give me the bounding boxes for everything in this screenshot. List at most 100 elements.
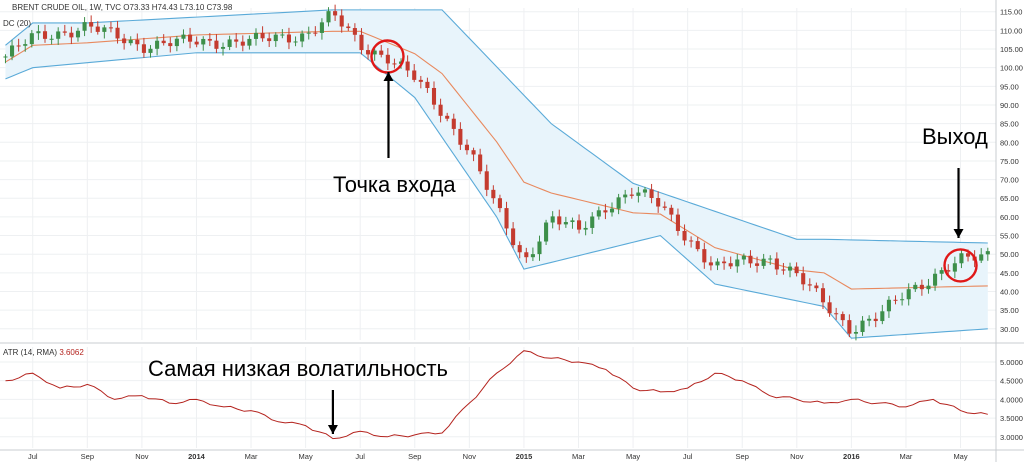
- time-tick-label: Nov: [790, 452, 804, 461]
- candle-body: [168, 43, 173, 47]
- price-tick-label: 65.00: [1000, 194, 1019, 203]
- candle-body: [234, 39, 239, 42]
- candle-body: [511, 228, 516, 246]
- candle-body: [214, 40, 219, 49]
- candle-body: [240, 41, 245, 46]
- candle-body: [227, 39, 232, 47]
- candle-body: [708, 262, 713, 266]
- candle-body: [75, 30, 81, 38]
- candle-body: [768, 258, 773, 260]
- candle-body: [596, 210, 601, 217]
- atr-value: 3.6062: [59, 348, 84, 357]
- price-tick-label: 95.00: [1000, 82, 1019, 91]
- ohlc-low: L73.10: [179, 3, 205, 12]
- ohlc-open: O73.33: [123, 3, 150, 12]
- price-tick-label: 80.00: [1000, 138, 1019, 147]
- candle-body: [300, 33, 305, 42]
- candle-body: [807, 284, 812, 286]
- candle-body: [603, 210, 608, 213]
- candle-body: [583, 227, 588, 230]
- candle-body: [141, 44, 146, 53]
- candle-body: [570, 220, 575, 223]
- candle-body: [722, 261, 727, 264]
- candle-body: [919, 284, 924, 290]
- donchian-mid-line: [5, 30, 988, 290]
- entry-arrow-head: [383, 72, 394, 81]
- time-tick-label: May: [953, 452, 967, 461]
- candle-body: [339, 15, 344, 27]
- price-tick-label: 100.00: [1000, 64, 1023, 73]
- candle-body: [23, 44, 28, 46]
- candle-body: [906, 289, 911, 300]
- candle-body: [326, 11, 331, 23]
- price-tick-label: 70.00: [1000, 176, 1019, 185]
- candle-body: [56, 31, 61, 39]
- candle-body: [827, 302, 832, 314]
- candle-body: [642, 189, 648, 193]
- candle-body: [16, 45, 21, 47]
- candle-body: [517, 245, 522, 253]
- time-tick-label: 2016: [843, 452, 860, 461]
- candle-body: [880, 311, 885, 322]
- candle-body: [636, 192, 641, 196]
- candle-body: [834, 313, 839, 315]
- price-tick-label: 50.00: [1000, 250, 1019, 259]
- atr-label: ATR (14, RMA): [3, 348, 58, 357]
- candle-body: [280, 34, 285, 36]
- candle-body: [689, 240, 694, 242]
- candle-body: [260, 32, 265, 39]
- candle-body: [781, 269, 786, 271]
- time-tick-label: Nov: [463, 452, 477, 461]
- candle-body: [293, 41, 298, 43]
- candle-body: [247, 38, 252, 46]
- candle-body: [801, 273, 806, 285]
- candle-body: [267, 38, 272, 42]
- candle-body: [207, 38, 212, 41]
- price-tick-label: 85.00: [1000, 120, 1019, 129]
- candle-body: [794, 266, 799, 274]
- low-volatility-arrow-head: [327, 425, 338, 434]
- price-tick-label: 45.00: [1000, 269, 1019, 278]
- candle-body: [682, 230, 687, 241]
- candle-body: [425, 81, 430, 88]
- price-tick-label: 105.00: [1000, 45, 1023, 54]
- price-tick-label: 35.00: [1000, 306, 1019, 315]
- candle-body: [787, 266, 793, 271]
- candle-body: [867, 318, 872, 321]
- candle-body: [873, 318, 878, 322]
- candle-body: [82, 22, 87, 31]
- candle-body: [609, 208, 615, 213]
- candle-body: [333, 11, 338, 16]
- atr-line: [5, 350, 988, 440]
- donchian-upper-line: [5, 9, 988, 244]
- candle-body: [946, 270, 951, 272]
- candle-body: [979, 254, 984, 261]
- candle-body: [220, 46, 226, 49]
- candle-body: [148, 48, 153, 53]
- candle-body: [313, 32, 318, 34]
- candle-body: [286, 34, 292, 43]
- candle-body: [550, 216, 555, 223]
- candle-body: [174, 38, 179, 47]
- candle-body: [814, 285, 819, 289]
- candle-body: [715, 261, 720, 266]
- candle-body: [939, 270, 944, 274]
- candle-body: [959, 253, 964, 264]
- price-tick-label: 40.00: [1000, 288, 1019, 297]
- candle-body: [135, 39, 140, 45]
- candle-body: [623, 194, 628, 198]
- time-tick-label: May: [626, 452, 640, 461]
- candle-body: [649, 189, 654, 199]
- candle-body: [774, 258, 779, 270]
- candle-body: [524, 252, 529, 258]
- candle-body: [412, 70, 417, 80]
- candle-body: [985, 251, 990, 255]
- candle-body: [29, 33, 34, 45]
- candle-body: [755, 263, 760, 266]
- candle-body: [675, 214, 680, 231]
- candle-body: [155, 40, 160, 49]
- candle-body: [702, 249, 707, 263]
- atr-tick-label: 5.0000: [1000, 358, 1023, 367]
